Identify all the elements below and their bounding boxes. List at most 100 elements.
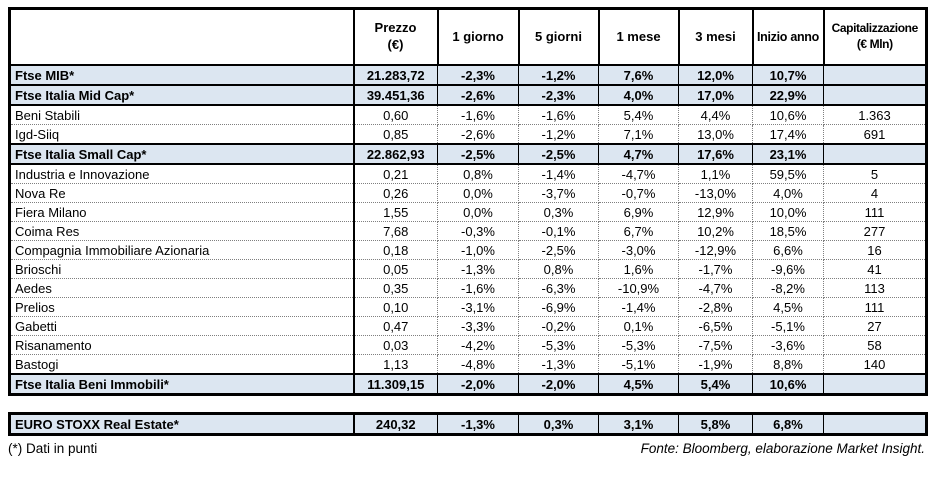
cell-3-mesi: -13,0% — [678, 183, 753, 203]
cell-1-giorno: -2,6% — [437, 84, 519, 106]
cell-capitalizzazione: 16 — [823, 240, 928, 260]
cell-capitalizzazione: 111 — [823, 202, 928, 222]
cell-inizio-anno: 17,4% — [752, 124, 824, 145]
cell-inizio-anno: -9,6% — [752, 259, 824, 279]
cell-5-giorni: -3,7% — [518, 183, 599, 203]
table-row: EURO STOXX Real Estate* 240,32 -1,3% 0,3% 3,… — [9, 412, 927, 436]
cell-3-mesi: -12,9% — [678, 240, 753, 260]
cell-capitalizzazione — [823, 84, 927, 106]
header-row: Prezzo (€) 1 giorno 5 giorni 1 mese 3 mesi Ini… — [8, 7, 928, 66]
cell-3-mesi: 13,0% — [678, 124, 753, 145]
cell-capitalizzazione: 277 — [823, 221, 928, 241]
cell-1-giorno: 0,0% — [437, 183, 519, 203]
instrument-name: EURO STOXX Real Estate* — [9, 412, 355, 436]
instrument-name: Industria e Innovazione — [8, 163, 355, 184]
footnote: (*) Dati in punti — [8, 441, 98, 456]
cell-prezzo: 7,68 — [353, 221, 438, 241]
cell-inizio-anno: 10,6% — [752, 104, 824, 125]
cell-capitalizzazione: 111 — [823, 297, 928, 317]
table-row: Ftse Italia Small Cap* 22.862,93 -2,5% -2,5… — [9, 143, 927, 165]
cell-inizio-anno: 4,5% — [752, 297, 824, 317]
cell-1-giorno: -1,6% — [437, 104, 519, 125]
col-header-1-mese: 1 mese — [597, 7, 680, 66]
cell-inizio-anno: 10,6% — [752, 373, 824, 396]
cell-5-giorni: -1,6% — [518, 104, 599, 125]
cell-1-mese: 0,1% — [598, 316, 679, 336]
cell-1-mese: 1,6% — [598, 259, 679, 279]
cell-1-giorno: -1,3% — [437, 259, 519, 279]
cell-3-mesi: 17,6% — [678, 143, 753, 165]
cell-inizio-anno: 18,5% — [752, 221, 824, 241]
instrument-name: Ftse Italia Beni Immobili* — [9, 373, 355, 396]
cell-prezzo: 0,18 — [353, 240, 438, 260]
cell-1-giorno: -2,5% — [437, 143, 519, 165]
cell-prezzo: 0,03 — [353, 335, 438, 355]
instrument-name: Gabetti — [8, 316, 355, 336]
table-row: Fiera Milano 1,55 0,0% 0,3% 6,9% 12,9% 10,0% 11… — [8, 202, 928, 222]
table-row: Industria e Innovazione 0,21 0,8% -1,4% -4,7… — [8, 163, 928, 184]
cell-inizio-anno: -8,2% — [752, 278, 824, 298]
table-row: Ftse Italia Beni Immobili* 11.309,15 -2,0%… — [9, 373, 927, 396]
cell-1-giorno: -4,2% — [437, 335, 519, 355]
cell-5-giorni: -6,3% — [518, 278, 599, 298]
market-report: Prezzo (€) 1 giorno 5 giorni 1 mese 3 mesi Ini… — [8, 7, 928, 456]
instrument-name: Brioschi — [8, 259, 355, 279]
cell-capitalizzazione: 691 — [823, 124, 928, 145]
cell-inizio-anno: -3,6% — [752, 335, 824, 355]
cell-5-giorni: 0,8% — [518, 259, 599, 279]
instrument-name: Bastogi — [8, 354, 355, 375]
instrument-name: Coima Res — [8, 221, 355, 241]
cell-1-mese: 4,7% — [598, 143, 679, 165]
cell-1-mese: -0,7% — [598, 183, 679, 203]
col-header-3-mesi: 3 mesi — [677, 7, 754, 66]
cell-5-giorni: -2,5% — [518, 240, 599, 260]
euro-stoxx-table-body: EURO STOXX Real Estate* 240,32 -1,3% 0,3% 3,… — [9, 412, 927, 436]
cell-inizio-anno: 8,8% — [752, 354, 824, 375]
col-header-prezzo: Prezzo (€) — [352, 7, 439, 66]
cell-1-giorno: -2,0% — [437, 373, 519, 396]
cell-inizio-anno: 22,9% — [752, 84, 824, 106]
table-row: Gabetti 0,47 -3,3% -0,2% 0,1% -6,5% -5,1% 27 — [8, 316, 928, 336]
cell-3-mesi: -1,9% — [678, 354, 753, 375]
corner-header — [8, 7, 355, 66]
table-row: Bastogi 1,13 -4,8% -1,3% -5,1% -1,9% 8,8% 140 — [8, 354, 928, 375]
cell-capitalizzazione: 1.363 — [823, 104, 928, 125]
cell-capitalizzazione: 58 — [823, 335, 928, 355]
cell-5-giorni: -1,3% — [518, 354, 599, 375]
cell-3-mesi: 12,9% — [678, 202, 753, 222]
cell-prezzo: 0,10 — [353, 297, 438, 317]
cell-1-mese: -5,3% — [598, 335, 679, 355]
cell-capitalizzazione — [823, 373, 927, 396]
cell-1-giorno: -2,6% — [437, 124, 519, 145]
cell-capitalizzazione: 140 — [823, 354, 928, 375]
cell-3-mesi: 1,1% — [678, 163, 753, 184]
cell-1-giorno: -2,3% — [437, 64, 519, 86]
instrument-name: Compagnia Immobiliare Azionaria — [8, 240, 355, 260]
cell-1-mese: 5,4% — [598, 104, 679, 125]
cell-1-giorno: 0,8% — [437, 163, 519, 184]
cell-3-mesi: -6,5% — [678, 316, 753, 336]
cell-1-mese: 6,9% — [598, 202, 679, 222]
cell-prezzo: 0,26 — [353, 183, 438, 203]
instrument-name: Nova Re — [8, 183, 355, 203]
cell-capitalizzazione — [823, 143, 927, 165]
cell-prezzo: 11.309,15 — [353, 373, 438, 396]
cell-3-mesi: 12,0% — [678, 64, 753, 86]
cell-prezzo: 1,13 — [353, 354, 438, 375]
cell-inizio-anno: 6,8% — [752, 412, 824, 436]
instrument-name: Risanamento — [8, 335, 355, 355]
instrument-name: Beni Stabili — [8, 104, 355, 125]
instrument-name: Ftse Italia Mid Cap* — [9, 84, 355, 106]
cell-1-giorno: -1,0% — [437, 240, 519, 260]
cell-prezzo: 0,05 — [353, 259, 438, 279]
cell-inizio-anno: 6,6% — [752, 240, 824, 260]
cell-inizio-anno: 10,7% — [752, 64, 824, 86]
cell-3-mesi: -7,5% — [678, 335, 753, 355]
cell-3-mesi: 4,4% — [678, 104, 753, 125]
cell-5-giorni: -1,2% — [518, 124, 599, 145]
cell-5-giorni: 0,3% — [518, 202, 599, 222]
cell-1-mese: 4,5% — [598, 373, 679, 396]
cell-3-mesi: 5,8% — [678, 412, 753, 436]
table-row: Ftse MIB* 21.283,72 -2,3% -1,2% 7,6% 12,0% 10,… — [9, 64, 927, 86]
euro-stoxx-table: EURO STOXX Real Estate* 240,32 -1,3% 0,3% 3,… — [8, 412, 928, 436]
